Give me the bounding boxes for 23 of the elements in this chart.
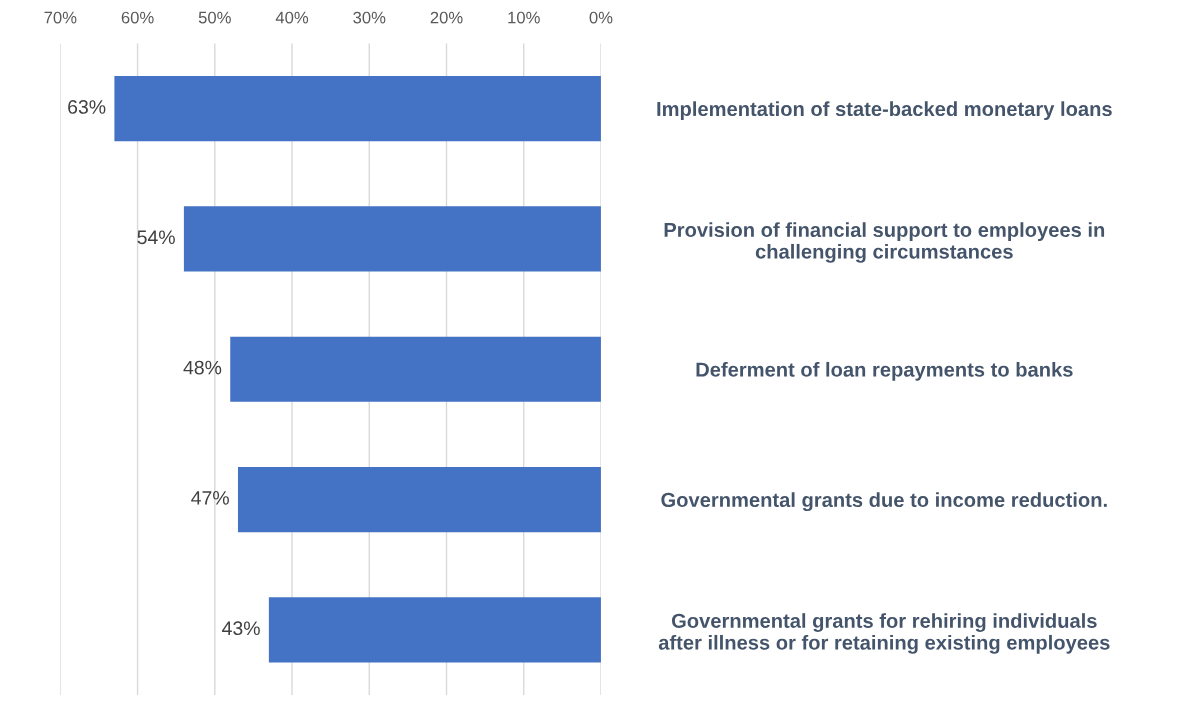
y-tick-label: Governmental grants for rehiring individuals after illness or for retaining existing employees: [658, 613, 1110, 654]
bar: [230, 336, 601, 402]
bar: [237, 466, 601, 533]
data-label: 47%: [191, 491, 229, 505]
y-tick-label: Deferment of loan repayments to banks: [696, 361, 1073, 381]
y-tick-label: Provision of financial support to employees in challenging circumstances: [664, 222, 1105, 263]
data-label: 43%: [222, 621, 260, 636]
x-tick-label: 30%: [353, 11, 386, 24]
x-tick-label: 0%: [589, 11, 613, 24]
data-label: 48%: [183, 360, 222, 375]
y-tick-label: Governmental grants due to income reduction.: [661, 492, 1107, 512]
x-tick-label: 70%: [44, 11, 77, 24]
x-tick-label: 10%: [508, 11, 540, 24]
x-tick-label: 40%: [275, 11, 309, 24]
bar: [114, 76, 601, 142]
x-tick-label: 60%: [121, 11, 154, 24]
bar: [268, 597, 601, 663]
x-tick-label: 20%: [430, 11, 463, 24]
x-tick-label: 50%: [198, 11, 231, 24]
bar: [183, 206, 601, 272]
data-label: 63%: [68, 100, 106, 114]
data-label: 54%: [137, 230, 175, 245]
y-tick-label: Implementation of state-backed monetary loans: [657, 101, 1112, 121]
